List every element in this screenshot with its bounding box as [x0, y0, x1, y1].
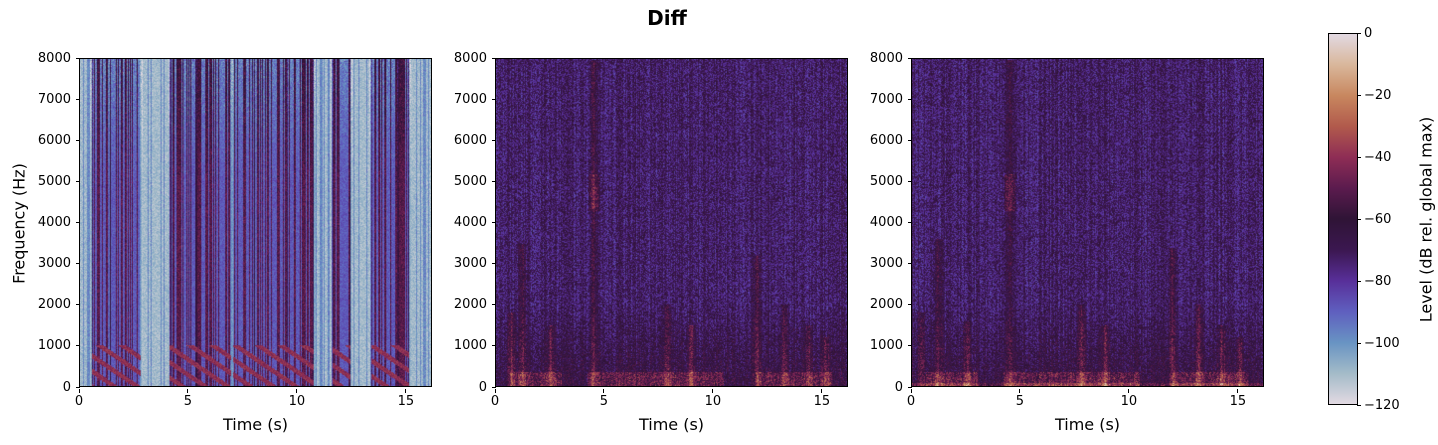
y-tick-label: 8000 [437, 52, 487, 65]
y-tick-label: 0 [21, 381, 71, 394]
y-tick-label: 7000 [21, 93, 71, 106]
y-tick-label: 6000 [437, 134, 487, 147]
spectrogram-panel-1 [79, 58, 432, 387]
y-tick-label: 5000 [437, 175, 487, 188]
x-tick-label: 5 [1000, 395, 1040, 408]
y-tick-label: 1000 [853, 339, 903, 352]
y-tick-label: 2000 [853, 298, 903, 311]
x-tick-label: 15 [386, 395, 426, 408]
x-tick-label: 0 [59, 395, 99, 408]
y-tick-label: 8000 [853, 52, 903, 65]
y-tick-label: 2000 [437, 298, 487, 311]
colorbar-tick-label: −80 [1364, 275, 1391, 288]
y-tick-label: 1000 [437, 339, 487, 352]
x-tick-label: 10 [1109, 395, 1149, 408]
y-tick-label: 4000 [21, 216, 71, 229]
spectrogram-image-2 [496, 59, 847, 386]
y-tick-label: 6000 [853, 134, 903, 147]
x-tick-label: 15 [802, 395, 842, 408]
x-tick-label: 0 [891, 395, 931, 408]
y-tick-label: 3000 [21, 257, 71, 270]
y-tick-label: 3000 [437, 257, 487, 270]
spectrogram-image-1 [80, 59, 431, 386]
y-tick-label: 2000 [21, 298, 71, 311]
colorbar-tick-label: −120 [1364, 399, 1400, 412]
spectrogram-panel-3 [911, 58, 1264, 387]
y-tick-label: 3000 [853, 257, 903, 270]
colorbar-label: Level (dB rel. global max) [1417, 110, 1436, 330]
y-tick-label: 8000 [21, 52, 71, 65]
y-tick-label: 0 [853, 381, 903, 394]
y-tick-label: 0 [437, 381, 487, 394]
spectrogram-image-3 [912, 59, 1263, 386]
x-axis-label-3: Time (s) [911, 415, 1264, 434]
colorbar-tick-label: −60 [1364, 213, 1391, 226]
x-tick-label: 10 [277, 395, 317, 408]
y-tick-label: 6000 [21, 134, 71, 147]
x-tick-label: 10 [693, 395, 733, 408]
x-tick-label: 15 [1218, 395, 1258, 408]
y-tick-label: 4000 [853, 216, 903, 229]
y-tick-label: 7000 [853, 93, 903, 106]
x-tick-label: 5 [168, 395, 208, 408]
colorbar-tick-label: −40 [1364, 151, 1391, 164]
y-tick-label: 4000 [437, 216, 487, 229]
x-axis-label-1: Time (s) [79, 415, 432, 434]
figure-title: Diff [0, 6, 1334, 30]
y-tick-label: 5000 [21, 175, 71, 188]
colorbar-tick-label: 0 [1364, 27, 1372, 40]
y-tick-label: 5000 [853, 175, 903, 188]
x-tick-label: 0 [475, 395, 515, 408]
colorbar-tick-label: −100 [1364, 337, 1400, 350]
x-tick-label: 5 [584, 395, 624, 408]
y-tick-label: 7000 [437, 93, 487, 106]
colorbar-tick-label: −20 [1364, 89, 1391, 102]
colorbar [1328, 33, 1358, 405]
y-tick-label: 1000 [21, 339, 71, 352]
x-axis-label-2: Time (s) [495, 415, 848, 434]
spectrogram-panel-2 [495, 58, 848, 387]
